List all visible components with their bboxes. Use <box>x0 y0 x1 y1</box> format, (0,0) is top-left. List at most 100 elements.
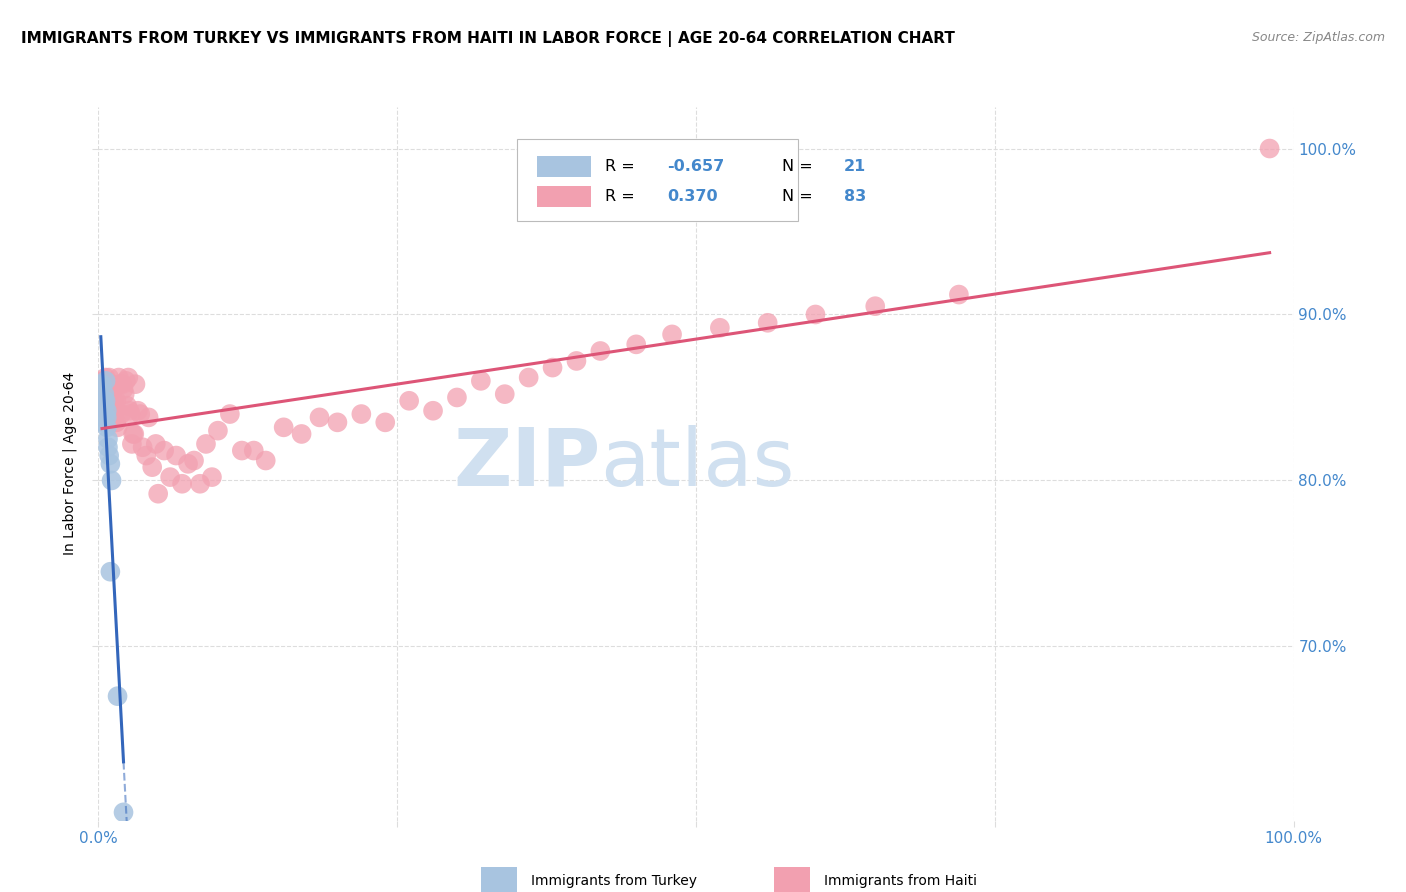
Point <box>107 689 129 703</box>
Point <box>422 403 444 417</box>
Point <box>94 403 117 417</box>
Text: Immigrants from Haiti: Immigrants from Haiti <box>824 874 977 888</box>
Point <box>94 374 117 388</box>
FancyBboxPatch shape <box>481 867 517 892</box>
Text: -0.657: -0.657 <box>668 159 724 174</box>
Point <box>98 399 122 413</box>
Point <box>112 382 135 396</box>
Point <box>98 565 122 579</box>
Text: 83: 83 <box>844 189 866 204</box>
Point <box>127 403 149 417</box>
Point <box>96 377 118 392</box>
Point <box>91 374 114 388</box>
Point <box>165 449 187 463</box>
Point <box>135 449 157 463</box>
Point <box>97 382 120 396</box>
Point <box>188 476 211 491</box>
Point <box>93 387 115 401</box>
Point <box>105 415 128 429</box>
Point <box>398 393 420 408</box>
Point <box>470 374 492 388</box>
Point <box>91 377 114 392</box>
Point <box>865 299 887 313</box>
Point <box>589 343 612 358</box>
Point <box>207 424 229 438</box>
Point <box>219 407 242 421</box>
FancyBboxPatch shape <box>537 186 591 207</box>
Point <box>98 387 122 401</box>
Point <box>124 427 146 442</box>
Point <box>97 440 120 454</box>
Point <box>131 440 153 454</box>
FancyBboxPatch shape <box>517 139 797 221</box>
Point <box>254 453 277 467</box>
Point <box>93 393 115 408</box>
Point <box>756 316 779 330</box>
Point <box>661 327 683 342</box>
Point <box>201 470 224 484</box>
Point <box>141 460 163 475</box>
Point <box>565 354 588 368</box>
Point <box>112 805 135 820</box>
Text: ZIP: ZIP <box>453 425 600 503</box>
Point <box>93 382 115 396</box>
Point <box>153 443 176 458</box>
FancyBboxPatch shape <box>537 156 591 178</box>
Text: Source: ZipAtlas.com: Source: ZipAtlas.com <box>1251 31 1385 45</box>
Point <box>94 370 117 384</box>
Point <box>100 403 122 417</box>
Point <box>172 476 194 491</box>
Point <box>948 287 970 301</box>
Point <box>98 407 121 421</box>
Point <box>115 374 138 388</box>
Point <box>108 377 131 392</box>
Text: atlas: atlas <box>600 425 794 503</box>
Text: Immigrants from Turkey: Immigrants from Turkey <box>531 874 697 888</box>
Y-axis label: In Labor Force | Age 20-64: In Labor Force | Age 20-64 <box>62 372 77 556</box>
Text: N =: N = <box>782 189 818 204</box>
Point <box>94 393 117 408</box>
Point <box>100 474 122 488</box>
Point <box>98 370 121 384</box>
Point <box>446 391 468 405</box>
Point <box>97 432 120 446</box>
Point <box>96 393 118 408</box>
Point <box>541 360 564 375</box>
Point <box>195 437 218 451</box>
Point <box>96 403 118 417</box>
Point <box>122 427 145 442</box>
Point <box>121 437 143 451</box>
Point <box>709 320 731 334</box>
Text: R =: R = <box>605 159 640 174</box>
Text: R =: R = <box>605 189 645 204</box>
Point <box>107 420 129 434</box>
Point <box>120 407 142 421</box>
Point <box>159 470 181 484</box>
Point <box>98 449 121 463</box>
Point <box>91 393 114 408</box>
Point <box>326 415 349 429</box>
Point <box>97 402 120 417</box>
Point <box>115 399 138 413</box>
Point <box>110 407 132 421</box>
Point <box>308 410 330 425</box>
Point <box>96 410 118 425</box>
Point <box>350 407 373 421</box>
Point <box>1258 142 1281 156</box>
Point <box>93 410 115 425</box>
Text: 0.370: 0.370 <box>668 189 718 204</box>
Point <box>91 387 114 401</box>
Point <box>124 377 146 392</box>
Point <box>91 415 114 429</box>
Point <box>118 403 141 417</box>
Point <box>90 399 112 413</box>
Text: 21: 21 <box>844 159 866 174</box>
Point <box>626 337 648 351</box>
Text: N =: N = <box>782 159 818 174</box>
Point <box>111 377 134 392</box>
Point <box>98 457 122 471</box>
Point <box>103 393 125 408</box>
Point <box>183 453 205 467</box>
Point <box>129 407 152 421</box>
Point <box>177 457 200 471</box>
